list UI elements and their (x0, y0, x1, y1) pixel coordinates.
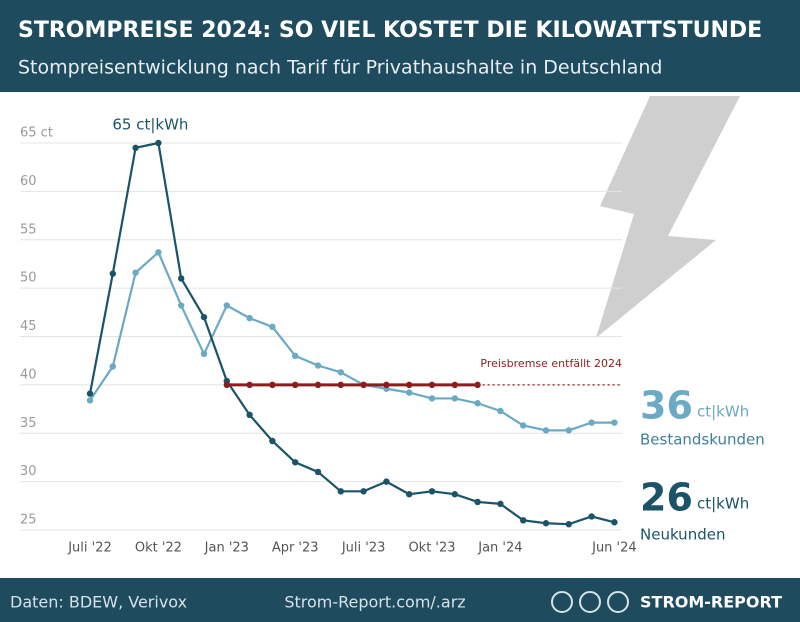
license-icons (551, 591, 629, 613)
data-point (360, 381, 367, 389)
data-point (337, 488, 344, 495)
end-unit: ct|kWh (697, 495, 749, 513)
data-point (223, 381, 230, 389)
data-point (292, 381, 299, 389)
data-point (337, 381, 344, 389)
data-point (542, 427, 550, 434)
data-point (86, 390, 94, 397)
data-point (406, 389, 413, 396)
annotation: Preisbremse entfällt 2024 (480, 357, 622, 370)
data-point (292, 459, 299, 466)
data-point (611, 519, 618, 526)
x-tick-label: Juli '22 (67, 541, 112, 556)
data-point (178, 275, 185, 282)
x-tick-label: Okt '22 (135, 541, 182, 556)
source: Daten: BDEW, Verivox (10, 593, 187, 612)
data-point (451, 395, 458, 402)
data-point (132, 269, 139, 276)
end-unit: ct|kWh (697, 403, 749, 421)
data-point (200, 313, 208, 321)
data-point (132, 144, 139, 152)
x-tick-label: Jun '24 (591, 541, 637, 556)
data-point (269, 381, 276, 389)
data-point (109, 270, 117, 277)
data-point (451, 491, 458, 498)
brand: STROM-REPORT (640, 593, 782, 612)
data-point (383, 478, 390, 485)
data-point (611, 419, 618, 426)
data-point (588, 513, 595, 520)
y-tick-label: 35 (20, 416, 37, 431)
series-name: Neukunden (640, 526, 725, 544)
lightning-bolt (596, 96, 740, 338)
data-point (497, 500, 504, 508)
data-point (588, 419, 595, 426)
plot: 25 30 35 40 45 50 55 60 65 ct Juli '22 Okt '22 Jan … (20, 116, 765, 556)
data-point (314, 468, 322, 476)
series-line (89, 250, 615, 432)
data-point (223, 302, 230, 309)
data-point (451, 381, 458, 389)
series-name: Bestandskunden (640, 431, 765, 449)
data-point (246, 314, 253, 322)
data-point (520, 422, 527, 429)
data-point (109, 363, 117, 370)
x-tick-label: Jan '23 (204, 541, 249, 556)
data-point (292, 352, 299, 360)
data-point (246, 381, 253, 389)
header (0, 0, 800, 92)
data-point (428, 381, 436, 389)
data-point (337, 369, 344, 376)
chart-title: STROMPREISE 2024: SO VIEL KOSTET DIE KIL… (18, 18, 762, 43)
data-point (520, 517, 527, 524)
data-point (86, 397, 94, 404)
data-point (406, 491, 413, 498)
data-point (565, 520, 572, 528)
website: Strom-Report.com/.arz (284, 593, 465, 612)
data-point (565, 427, 572, 434)
x-tick-label: Juli '23 (341, 541, 386, 556)
data-point (428, 395, 436, 402)
y-tick-label: 55 (20, 222, 37, 237)
data-point (246, 411, 253, 419)
data-point (269, 323, 276, 331)
y-tick-label: 45 (20, 319, 37, 334)
x-tick-label: Jan '24 (477, 541, 522, 556)
end-value: 26 (640, 476, 693, 520)
peak-annotation: 65 ct|kWh (112, 116, 188, 134)
data-point (383, 381, 390, 389)
data-point (360, 488, 367, 495)
data-point (474, 498, 481, 506)
end-value: 36 (640, 384, 693, 428)
series-line (88, 141, 615, 526)
data-point (269, 437, 276, 445)
data-point (314, 362, 322, 369)
data-point (474, 400, 481, 407)
y-tick-label: 60 (20, 174, 37, 189)
footer (0, 578, 800, 622)
data-point (542, 520, 550, 527)
y-tick-label: 65 ct (20, 126, 53, 141)
y-tick-label: 50 (20, 271, 37, 286)
y-tick-label: 40 (20, 367, 37, 382)
data-point (178, 302, 185, 309)
y-tick-label: 30 (20, 464, 37, 479)
x-tick-label: Okt '23 (408, 541, 455, 556)
chart-subtitle: Stompreisentwicklung nach Tarif für Priv… (18, 57, 663, 79)
x-tick-label: Apr '23 (272, 541, 319, 556)
data-point (155, 249, 162, 256)
data-point (200, 350, 208, 358)
data-point (428, 488, 436, 495)
data-point (497, 407, 504, 415)
data-point (314, 381, 322, 389)
data-point (406, 381, 413, 389)
data-point (155, 139, 162, 147)
data-point (474, 381, 481, 389)
y-tick-label: 25 (20, 513, 37, 528)
